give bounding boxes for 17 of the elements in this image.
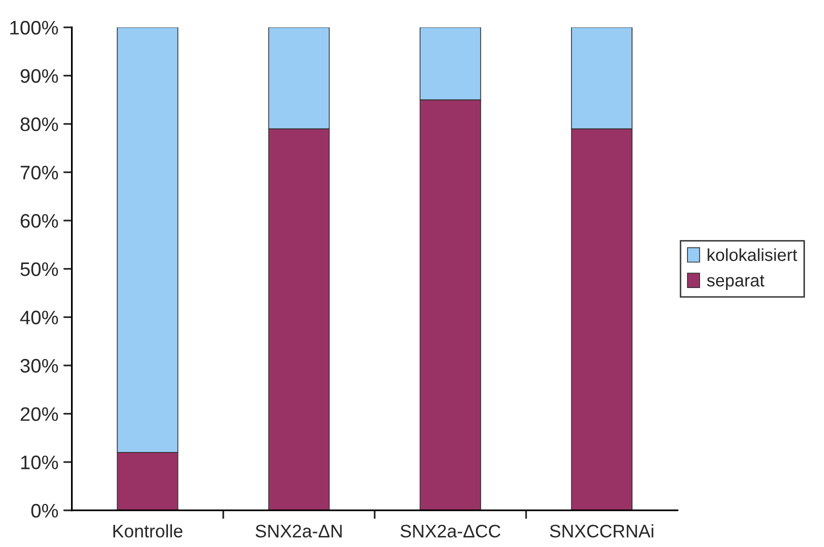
y-tick-label: 0% [31, 504, 58, 518]
y-tick-label: 30% [20, 358, 58, 373]
y-tick-label: 60% [20, 214, 58, 228]
y-tick-label: 80% [20, 117, 58, 132]
y-tick-label: 10% [21, 456, 58, 470]
y-tick-label: 90% [20, 69, 58, 83]
y-tick-label: 70% [20, 166, 58, 180]
x-tick-label: SNXCCRNAi [550, 524, 654, 538]
x-tick-label: SNX2a-ΔN [256, 524, 342, 538]
y-tick-label: 20% [20, 407, 58, 421]
x-tick-label: SNX2a-ΔCC [400, 524, 500, 538]
x-tick-label: Kontrolle [113, 524, 182, 538]
y-tick-label: 50% [20, 262, 58, 276]
legend-label: separat [707, 275, 764, 290]
y-tick-label: 40% [20, 310, 58, 324]
legend-label: kolokalisiert [708, 248, 798, 262]
y-tick-label: 100% [10, 20, 58, 35]
